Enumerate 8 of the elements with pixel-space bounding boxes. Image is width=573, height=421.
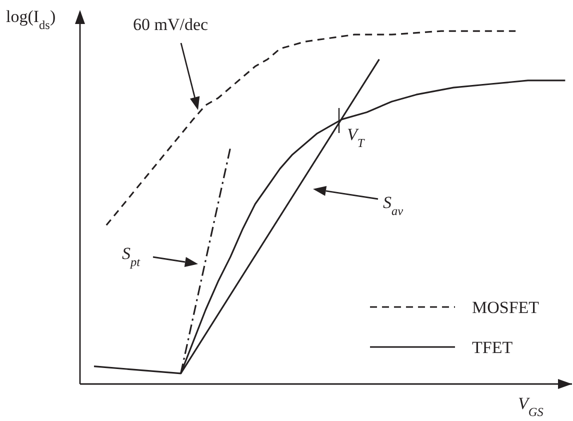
annotation: 60 mV/dec <box>133 15 209 34</box>
annotation: S$_{pt}$ <box>122 244 141 269</box>
y-axis-title: log(I$_{ds}$) <box>6 7 56 32</box>
x-axis-title: V$_{GS}$ <box>518 394 544 419</box>
annotation: V$_{T}$ <box>347 125 366 150</box>
legend-label: MOSFET <box>472 298 540 317</box>
annotation: S$_{av}$ <box>383 193 404 218</box>
legend-label: TFET <box>472 338 514 357</box>
